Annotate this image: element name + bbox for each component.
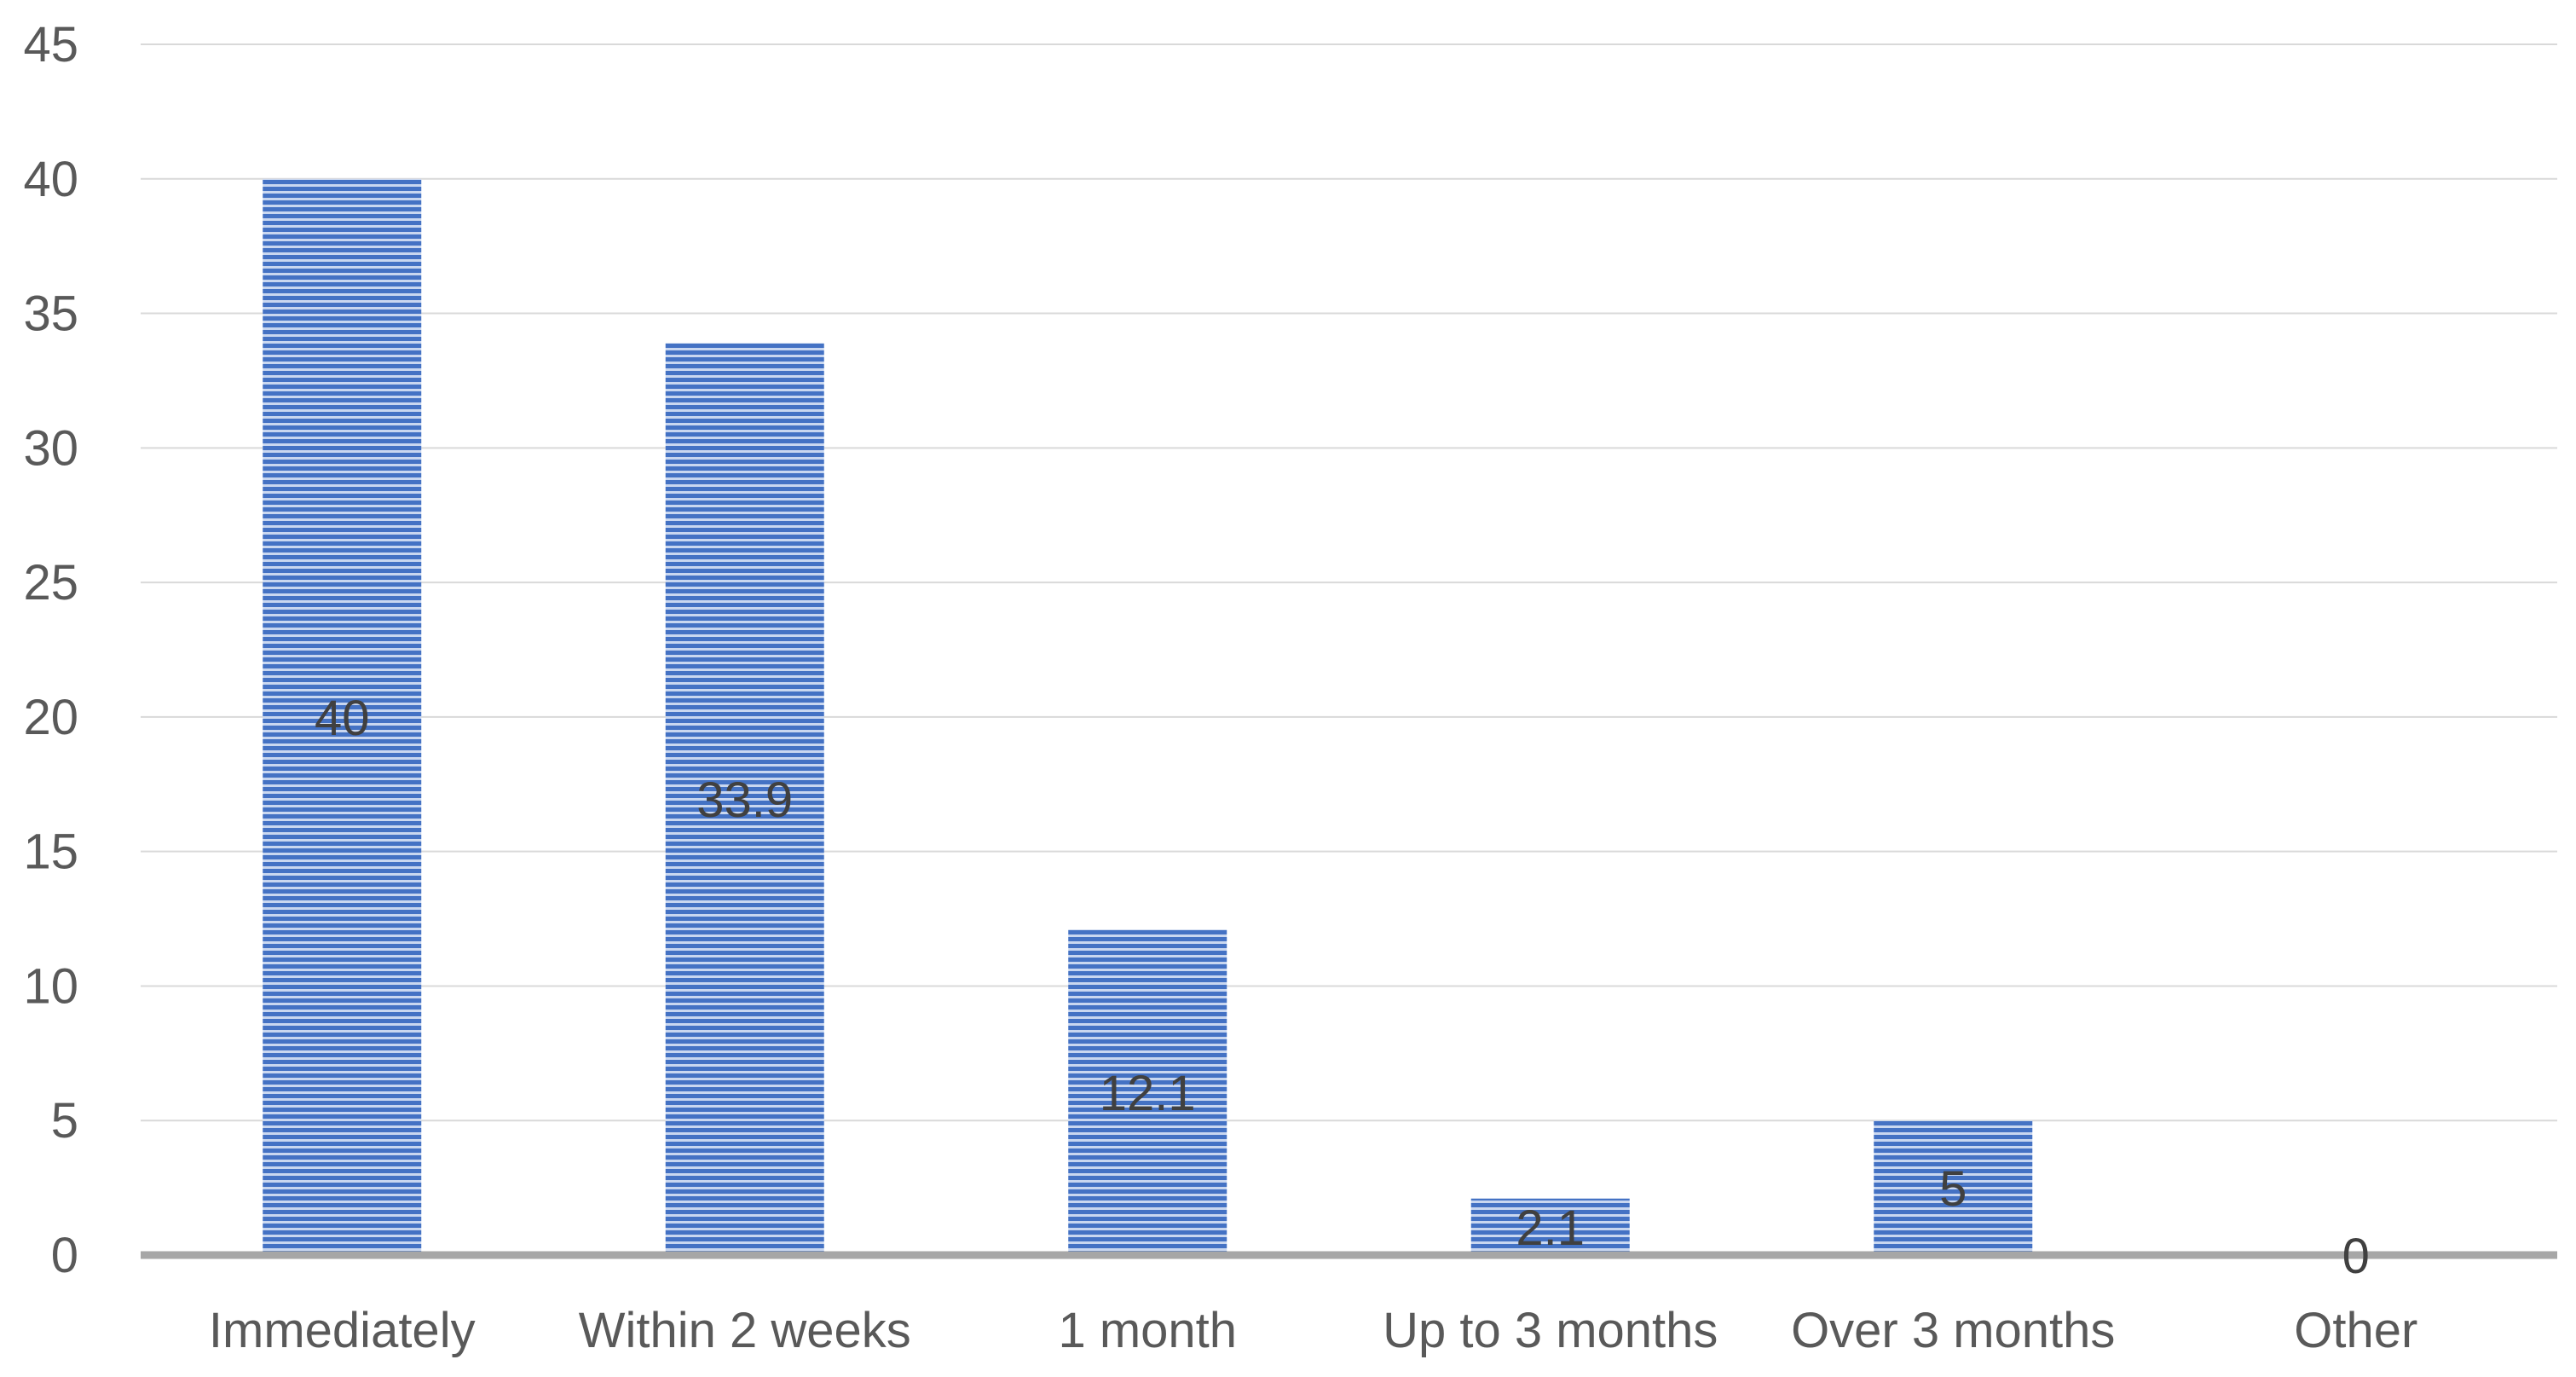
data-labels: 40 33.9 12.1 2.1 5 0 [315, 691, 2370, 1284]
gridlines [141, 43, 2557, 1122]
y-tick-label: 15 [23, 824, 78, 880]
data-label: 12.1 [1100, 1066, 1196, 1121]
y-tick-label: 20 [23, 690, 78, 745]
bar [263, 178, 422, 1255]
x-category-label: Immediately [209, 1303, 476, 1358]
y-tick-label: 25 [23, 555, 78, 610]
x-category-label: Up to 3 months [1383, 1303, 1718, 1358]
y-axis-tick-labels: 0 5 10 15 20 25 30 35 40 45 [23, 17, 78, 1283]
bar [1068, 929, 1227, 1255]
x-category-label: 1 month [1058, 1303, 1237, 1358]
y-tick-label: 45 [23, 17, 78, 72]
bar [1874, 1120, 2033, 1255]
data-label: 5 [1939, 1161, 1967, 1217]
data-label: 33.9 [696, 772, 793, 828]
y-tick-label: 0 [51, 1228, 78, 1283]
y-tick-label: 40 [23, 152, 78, 207]
x-category-label: Over 3 months [1791, 1303, 2115, 1358]
bar [665, 343, 824, 1256]
x-category-label: Other [2294, 1303, 2417, 1358]
data-label: 40 [315, 691, 370, 746]
bar [1470, 1198, 1630, 1255]
y-tick-label: 5 [51, 1093, 78, 1148]
bars [263, 178, 2033, 1256]
x-axis-category-labels: Immediately Within 2 weeks 1 month Up to 3 … [209, 1303, 2417, 1358]
data-label: 0 [2342, 1229, 2370, 1284]
y-tick-label: 30 [23, 420, 78, 476]
y-tick-label: 10 [23, 958, 78, 1014]
x-category-label: Within 2 weeks [579, 1303, 911, 1358]
data-label: 2.1 [1516, 1201, 1585, 1256]
y-tick-label: 35 [23, 286, 78, 342]
